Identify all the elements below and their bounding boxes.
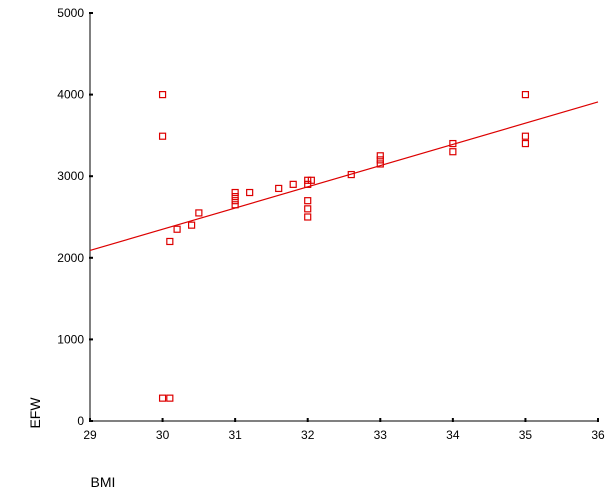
data-point <box>304 213 312 221</box>
x-tick-label: 29 <box>83 428 97 442</box>
data-point <box>376 160 384 168</box>
data-point <box>173 225 181 233</box>
data-point <box>304 180 312 188</box>
data-point <box>275 184 283 193</box>
x-tick-label: 31 <box>228 428 242 442</box>
data-point <box>166 394 174 402</box>
x-tick-label: 32 <box>301 428 315 442</box>
data-point <box>158 90 167 99</box>
data-point <box>231 193 239 201</box>
data-point <box>246 188 254 197</box>
data-points <box>158 90 530 402</box>
data-point <box>166 237 174 246</box>
data-point <box>376 156 384 164</box>
y-tick-label: 4000 <box>57 88 84 102</box>
x-tick-label: 35 <box>519 428 533 442</box>
data-point <box>347 170 355 179</box>
data-point <box>304 197 312 205</box>
y-tick-label: 3000 <box>57 169 84 183</box>
data-point <box>158 132 167 140</box>
data-point <box>231 201 239 209</box>
data-point <box>158 394 167 402</box>
data-point <box>449 148 457 156</box>
data-point <box>188 221 196 229</box>
data-point <box>449 139 457 148</box>
data-point <box>304 176 312 184</box>
x-tick-label: 33 <box>374 428 388 442</box>
data-point <box>289 180 297 188</box>
x-tick-label: 36 <box>591 428 605 442</box>
y-tick-label: 2000 <box>57 251 84 265</box>
x-tick-label: 34 <box>446 428 460 442</box>
y-tick-label: 0 <box>77 414 84 428</box>
data-point <box>521 90 530 99</box>
x-axis-title: BMI <box>91 474 116 490</box>
data-point <box>521 132 530 140</box>
y-axis-title: EFW <box>27 397 43 429</box>
fit-line-group <box>89 101 599 252</box>
x-tick-label: 30 <box>156 428 170 442</box>
axes <box>89 12 599 422</box>
data-point <box>307 176 315 184</box>
data-point <box>304 205 312 213</box>
y-tick-label: 5000 <box>57 6 84 20</box>
fit-line <box>89 101 599 252</box>
data-point <box>195 209 203 217</box>
y-tick-label: 1000 <box>57 332 84 346</box>
data-point <box>521 139 530 148</box>
x-tick-labels: 29 30 31 32 33 34 35 36 <box>83 428 605 442</box>
data-point <box>231 197 239 205</box>
data-point <box>376 152 384 160</box>
data-point <box>231 188 239 197</box>
y-tick-labels: 0 1000 2000 3000 4000 5000 <box>57 6 84 428</box>
